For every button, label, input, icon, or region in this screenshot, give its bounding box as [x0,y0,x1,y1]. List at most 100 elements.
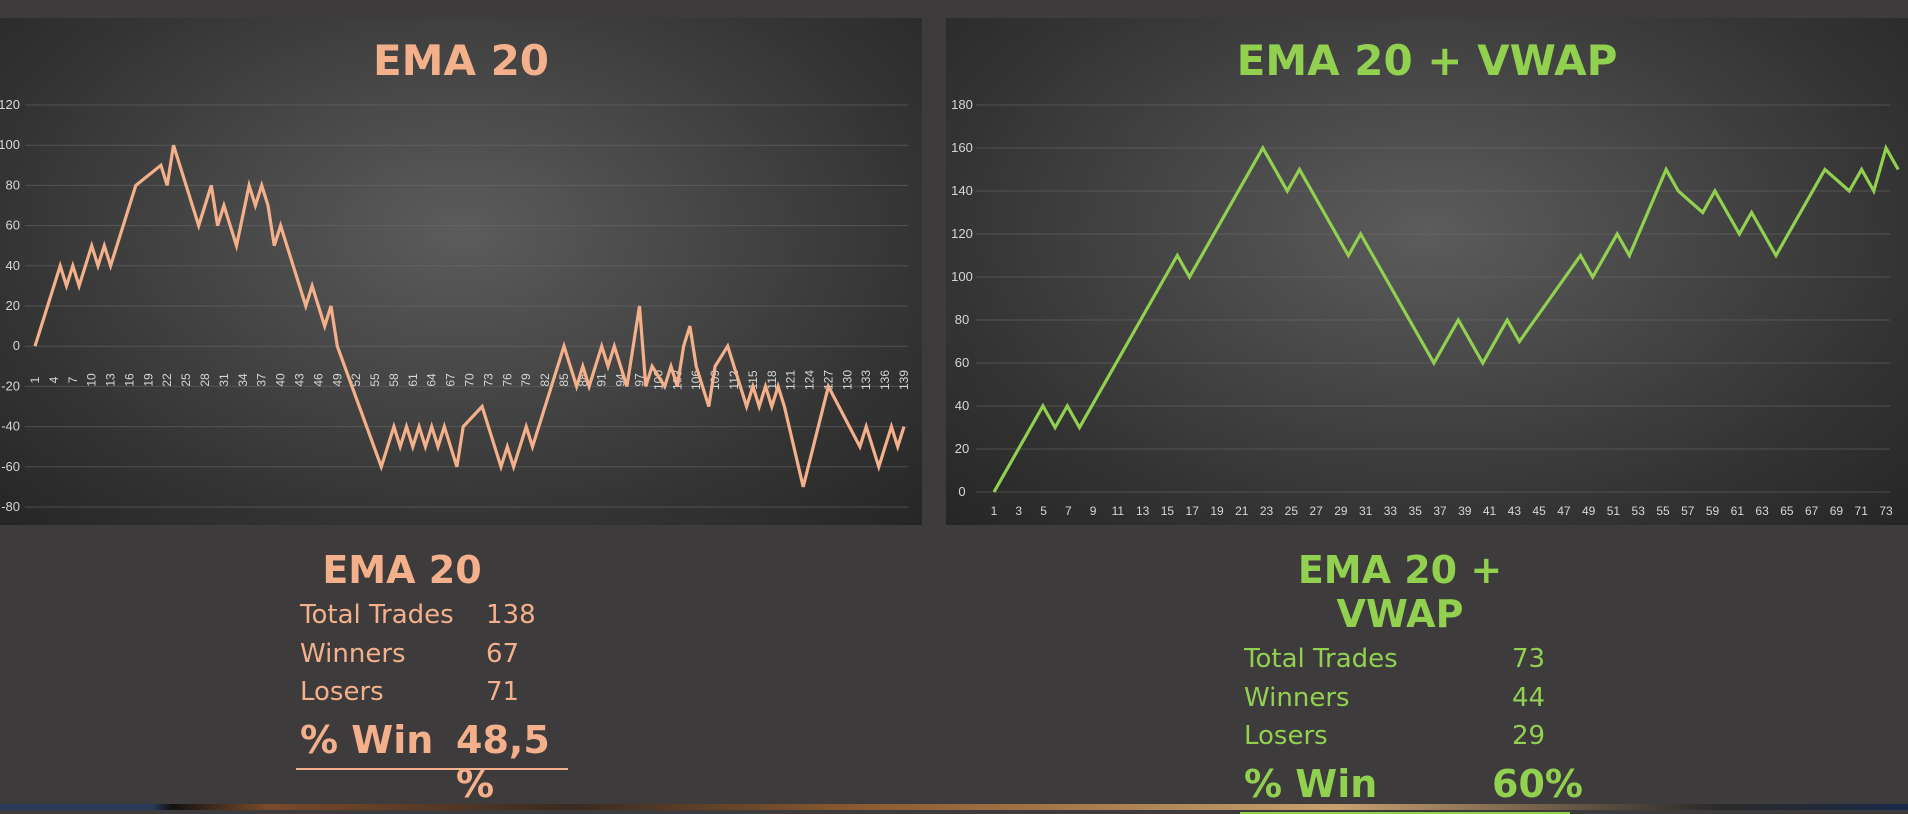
x-tick-label: 4 [47,376,61,383]
x-tick-label: 13 [104,373,118,387]
win-value: 48,5 % [456,717,550,806]
stats-vwap: EMA 20 + VWAP Total Trades 73 Winners 44… [1240,548,1583,814]
x-tick-label: 23 [1260,504,1274,518]
y-tick-label: 80 [6,177,20,192]
stats-vwap-title: EMA 20 + VWAP [1297,548,1503,636]
x-tick-label: 82 [538,373,552,387]
losers-value: 71 [486,677,520,707]
x-tick-label: 10 [85,373,99,387]
chart-title-vwap: EMA 20 + VWAP [1236,36,1618,85]
total-trades-value: 73 [1512,644,1546,674]
y-tick-label: 40 [6,258,20,273]
x-tick-label: 61 [1731,504,1745,518]
x-tick-label: 27 [1309,504,1323,518]
x-tick-label: 34 [236,373,250,387]
y-tick-label: 120 [0,97,20,112]
x-tick-label: 85 [557,373,571,387]
x-tick-label: 67 [1805,504,1819,518]
x-tick-label: 70 [463,373,477,387]
x-tick-label: 1 [991,504,998,518]
x-tick-label: 35 [1409,504,1423,518]
y-tick-label: 60 [6,218,20,233]
y-tick-label: 80 [955,312,969,327]
x-tick-label: 7 [1065,504,1072,518]
x-tick-label: 133 [859,370,873,390]
stats-ema-underline [296,767,568,770]
x-tick-label: 139 [897,370,911,390]
x-tick-label: 25 [1285,504,1299,518]
x-tick-label: 76 [500,373,514,387]
y-tick-label: 0 [958,484,965,499]
losers-value: 29 [1512,721,1546,751]
y-tick-label: -80 [1,499,20,514]
x-tick-label: 16 [122,373,136,387]
stats-vwap-underline [1240,811,1570,814]
x-tick-label: 43 [1508,504,1522,518]
x-tick-label: 28 [198,373,212,387]
x-tick-label: 33 [1384,504,1398,518]
x-tick-label: 73 [1879,504,1893,518]
x-tick-label: 13 [1136,504,1150,518]
stats-ema-title: EMA 20 [322,548,482,592]
x-tick-label: 58 [387,373,401,387]
x-tick-label: 22 [160,373,174,387]
x-tick-label: 49 [1582,504,1596,518]
x-tick-label: 118 [765,370,779,389]
x-tick-label: 130 [840,370,854,390]
x-tick-label: 91 [595,373,609,387]
x-tick-label: 73 [481,373,495,387]
x-tick-label: 127 [821,370,835,390]
series-line-0 [992,143,1900,493]
x-tick-label: 19 [141,373,155,387]
stats-vwap-winners-row: Winners 44 [1240,681,1580,720]
y-tick-label: 100 [951,269,973,284]
x-tick-label: 121 [784,370,798,390]
x-tick-label: 1 [28,376,42,383]
x-tick-label: 52 [349,373,363,387]
x-tick-label: 21 [1235,504,1249,518]
win-value: 60% [1492,761,1583,806]
x-tick-label: 47 [1557,504,1571,518]
x-tick-label: 25 [179,373,193,387]
total-trades-label: Total Trades [1244,644,1398,674]
x-tick-label: 55 [1656,504,1670,518]
y-tick-label: 20 [6,298,20,313]
x-tick-label: 17 [1186,504,1200,518]
x-tick-label: 115 [746,370,760,389]
stats-ema-winners-row: Winners 67 [296,637,586,676]
win-label: % Win [1244,761,1378,806]
x-tick-label: 63 [1755,504,1769,518]
y-tick-label: -40 [1,419,20,434]
y-tick-label: 120 [951,226,973,241]
x-tick-label: 65 [1780,504,1794,518]
x-tick-label: 37 [255,373,269,387]
x-tick-label: 31 [217,373,231,387]
x-tick-label: 49 [330,373,344,387]
x-tick-label: 9 [1090,504,1097,518]
losers-label: Losers [300,677,384,707]
stats-vwap-total-row: Total Trades 73 [1240,642,1580,681]
x-tick-label: 40 [274,373,288,387]
stats-ema: EMA 20 Total Trades 138 Winners 67 Loser… [296,548,586,806]
x-tick-label: 59 [1706,504,1720,518]
y-tick-label: -20 [1,378,20,393]
x-tick-label: 51 [1607,504,1621,518]
x-tick-label: 7 [66,376,80,383]
losers-label: Losers [1244,721,1328,751]
stats-ema-total-row: Total Trades 138 [296,598,586,637]
chart-panel-vwap: EMA 20 + VWAP 180 160 140 120 100 80 60 40 20 0 1 3… [946,18,1908,525]
x-tick-label: 53 [1632,504,1646,518]
chart-ema-plot: 120 100 80 60 40 20 0 -20 -40 -60 -80 1 4 7 10 13 16 19 22… [0,97,911,514]
x-tick-label: 57 [1681,504,1695,518]
y-tick-label: 20 [955,441,969,456]
stats-vwap-win-row: % Win 60% [1240,761,1583,812]
x-tick-label: 15 [1161,504,1175,518]
win-label: % Win [300,717,434,762]
series-line-0 [33,144,906,488]
x-tick-label: 46 [311,373,325,387]
x-tick-label: 67 [444,373,458,387]
stats-ema-win-row: % Win 48,5 % [296,717,586,806]
y-tick-label: 40 [955,398,969,413]
x-tick-label: 61 [406,373,420,387]
